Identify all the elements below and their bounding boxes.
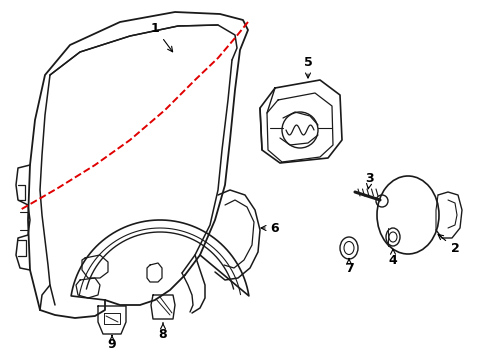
- Text: 8: 8: [159, 323, 167, 342]
- Text: 6: 6: [261, 221, 279, 234]
- Text: 3: 3: [365, 171, 373, 189]
- Text: 9: 9: [107, 336, 116, 351]
- Text: 7: 7: [344, 258, 353, 274]
- Text: 1: 1: [150, 22, 172, 52]
- Text: 2: 2: [437, 234, 458, 255]
- Text: 5: 5: [303, 55, 312, 78]
- Text: 4: 4: [388, 249, 397, 266]
